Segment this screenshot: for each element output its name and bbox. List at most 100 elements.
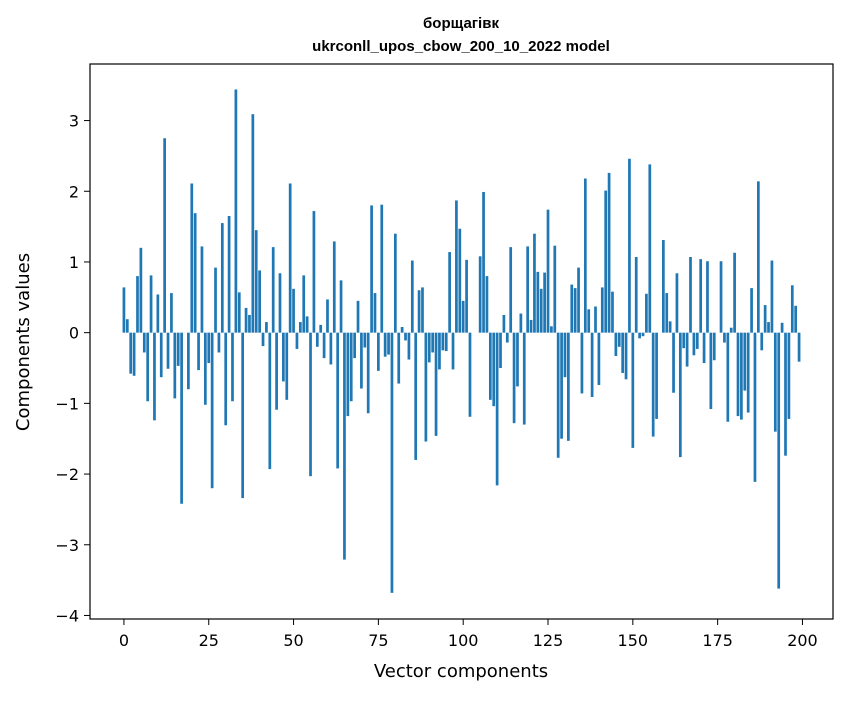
- bar: [539, 288, 543, 333]
- bar: [421, 287, 424, 333]
- bar: [441, 332, 445, 351]
- bar: [757, 181, 760, 333]
- bar: [190, 183, 194, 333]
- x-axis-ticks: 0 25 50 75 100 125 150 175 200: [119, 619, 818, 650]
- bar: [509, 247, 513, 333]
- bar: [488, 332, 492, 400]
- bar: [217, 332, 221, 353]
- bar: [390, 332, 394, 593]
- bar: [628, 158, 631, 333]
- bar: [692, 332, 696, 356]
- bar: [275, 332, 278, 410]
- bar: [298, 322, 302, 333]
- bar: [678, 332, 682, 458]
- plot-area-frame: [89, 63, 834, 620]
- x-tick-label: 25: [199, 631, 219, 650]
- bar: [149, 275, 153, 333]
- bar: [611, 291, 614, 333]
- bar: [733, 252, 736, 333]
- bar: [736, 332, 740, 417]
- bar: [655, 332, 658, 419]
- bar: [254, 230, 258, 333]
- y-tick-label: 0: [69, 324, 79, 343]
- bar: [634, 257, 638, 333]
- bar: [763, 305, 767, 333]
- bar: [427, 332, 431, 363]
- bar: [234, 89, 238, 333]
- bar: [617, 332, 621, 347]
- bar: [590, 332, 594, 397]
- bar: [499, 332, 502, 369]
- bar: [797, 332, 801, 362]
- bar: [746, 332, 750, 413]
- y-tick-label: 2: [69, 182, 79, 201]
- bar: [546, 209, 550, 333]
- bar: [458, 228, 462, 333]
- bar: [444, 332, 448, 352]
- bar: [261, 332, 265, 347]
- bar: [326, 299, 329, 333]
- bar: [227, 216, 231, 333]
- bar: [787, 332, 791, 419]
- bar: [373, 293, 377, 333]
- bar: [597, 332, 601, 385]
- bar: [573, 288, 577, 333]
- bar: [760, 332, 764, 351]
- bar: [383, 332, 387, 357]
- x-tick-label: 125: [533, 631, 564, 650]
- bar: [607, 172, 611, 333]
- bar: [740, 332, 743, 420]
- bar: [709, 332, 713, 410]
- bar: [770, 260, 774, 333]
- bar: [702, 332, 706, 364]
- bar: [380, 204, 384, 333]
- bar: [431, 332, 435, 353]
- x-tick-label: 75: [368, 631, 388, 650]
- bar: [292, 288, 295, 333]
- chart-title-line-2: ukrconll_upos_cbow_200_10_2022 model: [312, 38, 610, 55]
- bar: [231, 332, 234, 402]
- bar: [387, 332, 390, 355]
- bar: [648, 164, 652, 333]
- bar: [241, 332, 245, 499]
- bar: [641, 332, 645, 337]
- bar: [309, 332, 312, 477]
- bar: [156, 294, 160, 333]
- bar: [638, 332, 641, 339]
- bar: [675, 273, 679, 333]
- y-tick-label: −4: [55, 606, 79, 625]
- bar: [553, 245, 557, 333]
- bar: [662, 240, 665, 333]
- bar: [455, 200, 458, 333]
- bar: [729, 327, 733, 333]
- bar: [529, 319, 533, 333]
- bar: [265, 322, 268, 333]
- bar: [614, 332, 618, 356]
- bar: [295, 332, 299, 349]
- x-tick-label: 200: [787, 631, 818, 650]
- bar: [448, 252, 451, 333]
- bar: [366, 332, 370, 414]
- bar: [322, 332, 326, 359]
- x-tick-label: 50: [283, 631, 303, 650]
- bar: [485, 276, 489, 333]
- bar: [543, 272, 546, 333]
- bar: [271, 247, 275, 333]
- bar: [668, 321, 672, 333]
- bar: [580, 332, 584, 394]
- y-tick-label: −1: [55, 394, 79, 413]
- bar: [726, 332, 730, 422]
- bar: [583, 178, 587, 333]
- bar: [224, 332, 228, 426]
- bar: [244, 307, 248, 333]
- bar: [125, 319, 129, 333]
- bar: [706, 261, 709, 333]
- bar: [773, 332, 777, 432]
- bar: [743, 332, 747, 391]
- x-tick-label: 150: [618, 631, 649, 650]
- bar: [305, 316, 309, 333]
- bar: [594, 306, 597, 333]
- bar: [142, 332, 146, 353]
